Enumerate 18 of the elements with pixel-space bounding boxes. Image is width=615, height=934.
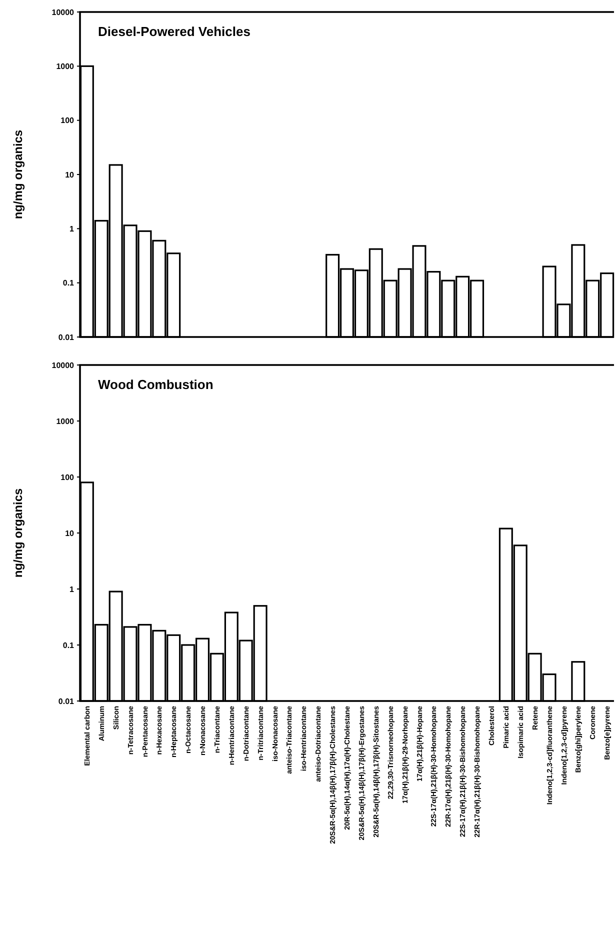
text: Wood Combustion bbox=[98, 377, 214, 392]
y-tick-label: 10000 bbox=[52, 360, 75, 370]
y-tick-label: 100 bbox=[60, 116, 75, 126]
y-axis-title: ng/mg organics bbox=[11, 488, 25, 578]
y-tick-label: 100 bbox=[60, 472, 75, 482]
y-tick-label: 0.01 bbox=[58, 696, 75, 706]
y-tick-label: 1 bbox=[70, 584, 75, 594]
y-tick-label: 0.1 bbox=[62, 640, 75, 650]
y-tick-label: 0.1 bbox=[62, 278, 75, 288]
y-tick-label: 10 bbox=[65, 528, 75, 538]
y-tick-label: 1000 bbox=[56, 416, 75, 426]
y-tick-label: 0.01 bbox=[58, 332, 75, 342]
y-tick-label: 1 bbox=[70, 224, 75, 234]
y-tick-label: 1000 bbox=[56, 62, 75, 71]
y-axis-title: ng/mg organics bbox=[11, 130, 25, 220]
text: Diesel-Powered Vehicles bbox=[98, 24, 250, 39]
y-tick-label: 10 bbox=[65, 170, 75, 180]
y-tick-label: 10000 bbox=[52, 8, 75, 17]
